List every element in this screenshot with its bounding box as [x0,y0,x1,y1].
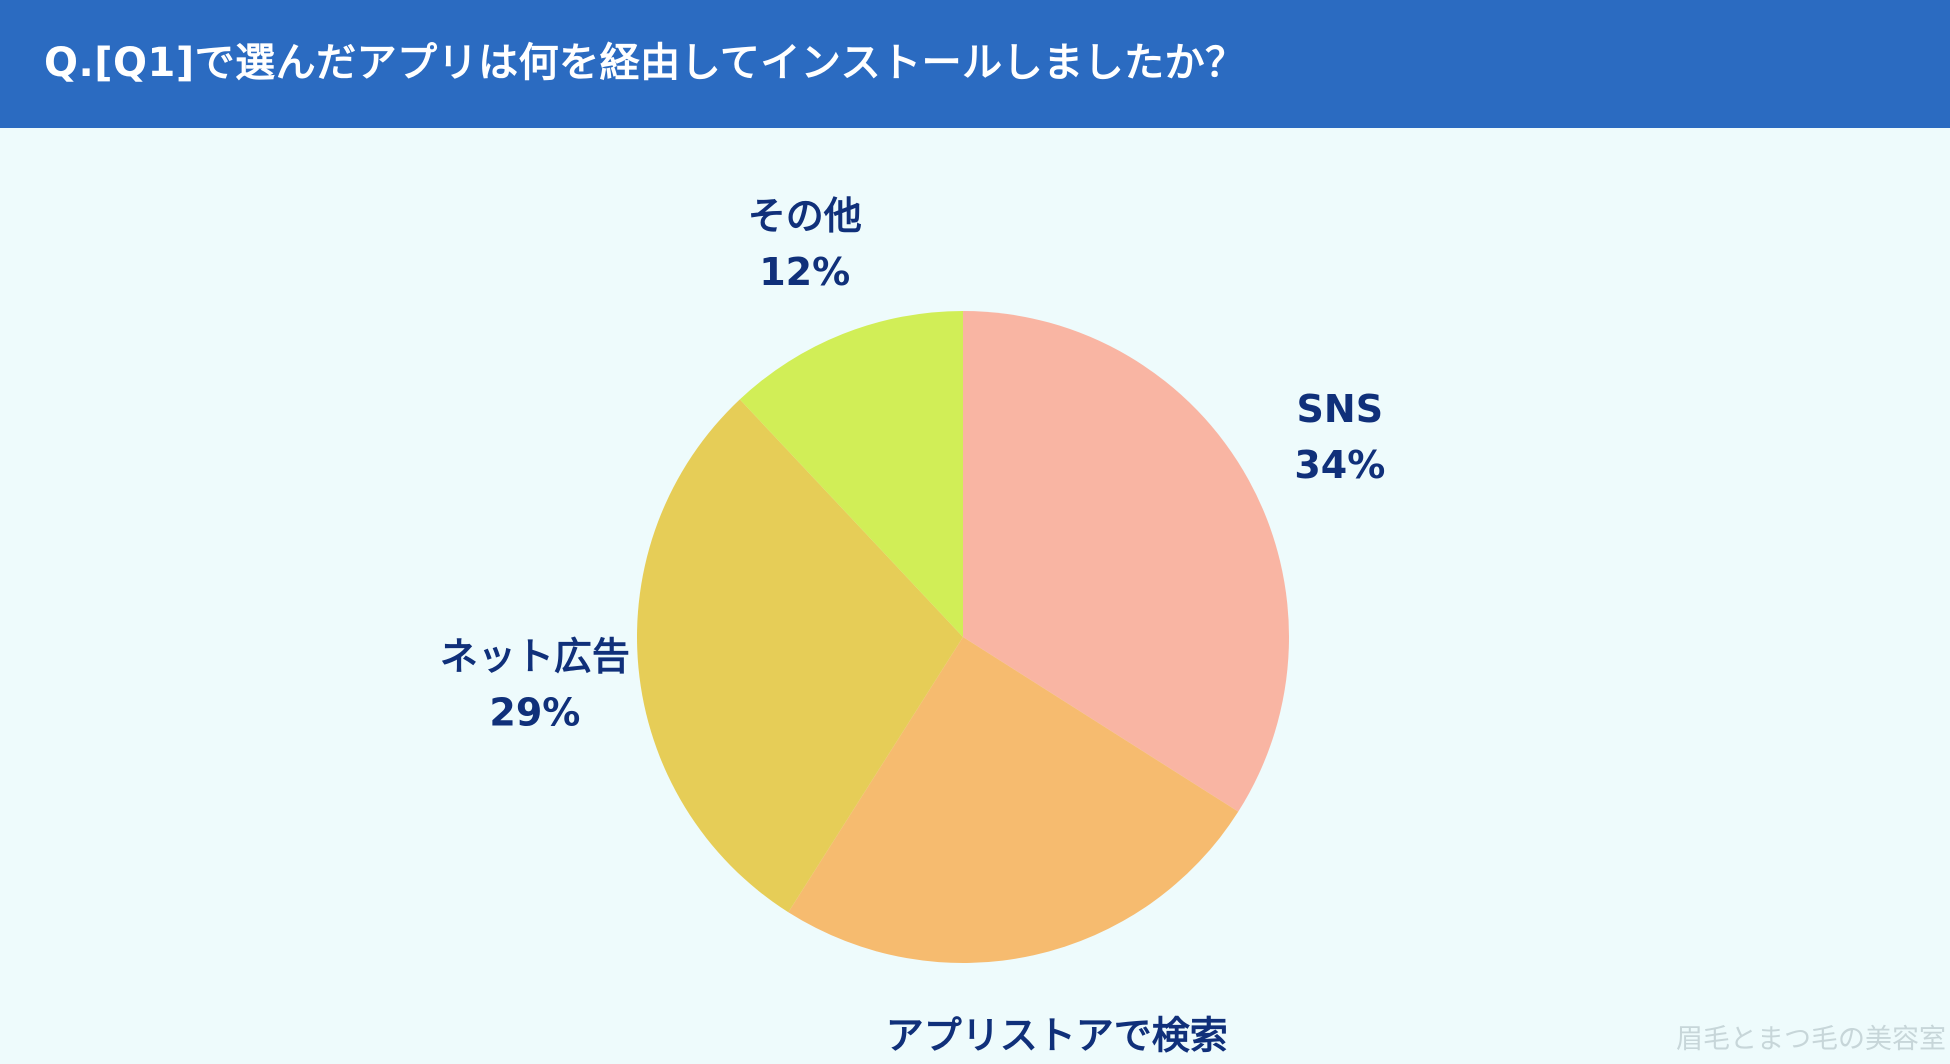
header-bar: Q.[Q1]で選んだアプリは何を経由してインストールしましたか？ [0,0,1950,128]
pie-slice-1 [963,311,1289,812]
slice-percent-4: 12% [759,250,850,294]
slice-label-2: アプリストアで検索 [886,1014,1228,1058]
slice-percent-1: 34% [1294,443,1385,487]
page-title: Q.[Q1]で選んだアプリは何を経由してインストールしましたか？ [44,40,1246,86]
pie-slices [637,311,1289,963]
watermark: 眉毛とまつ毛の美容室 [1676,1024,1946,1055]
slice-label-1: SNS [1297,387,1384,431]
pie-slice-3 [637,399,963,913]
slice-label-4: その他 [748,194,862,238]
slice-label-3: ネット広告 [440,634,630,678]
pie-slice-4 [739,311,963,637]
slice-percent-3: 29% [489,690,580,734]
pie-slice-2 [788,637,1239,963]
